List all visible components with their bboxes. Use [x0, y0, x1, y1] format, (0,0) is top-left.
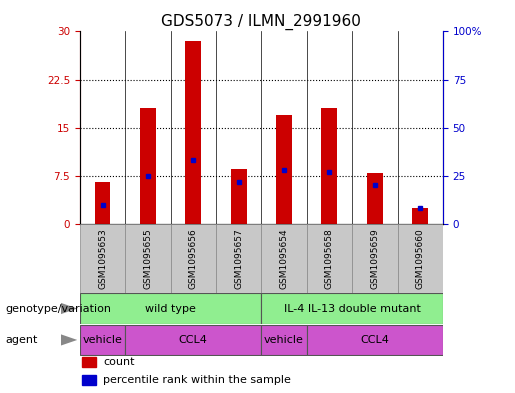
Bar: [82, 375, 96, 385]
Text: CCL4: CCL4: [179, 335, 208, 345]
Text: GSM1095659: GSM1095659: [370, 228, 380, 289]
Text: count: count: [104, 357, 135, 367]
Text: vehicle: vehicle: [82, 335, 123, 345]
Bar: [352, 224, 398, 293]
Bar: [321, 108, 337, 224]
Bar: [140, 108, 156, 224]
Bar: [80, 294, 261, 323]
Bar: [231, 169, 247, 224]
Text: GSM1095654: GSM1095654: [280, 228, 288, 289]
Text: vehicle: vehicle: [264, 335, 304, 345]
Text: genotype/variation: genotype/variation: [5, 303, 111, 314]
Text: CCL4: CCL4: [360, 335, 389, 345]
Text: percentile rank within the sample: percentile rank within the sample: [104, 375, 291, 385]
Text: wild type: wild type: [145, 303, 196, 314]
Bar: [413, 208, 428, 224]
Bar: [261, 224, 307, 293]
Title: GDS5073 / ILMN_2991960: GDS5073 / ILMN_2991960: [161, 14, 362, 30]
Text: GSM1095656: GSM1095656: [189, 228, 198, 289]
Text: IL-4 IL-13 double mutant: IL-4 IL-13 double mutant: [284, 303, 421, 314]
Polygon shape: [61, 303, 77, 314]
Bar: [95, 182, 110, 224]
Text: GSM1095658: GSM1095658: [325, 228, 334, 289]
Bar: [216, 224, 261, 293]
Text: agent: agent: [5, 335, 38, 345]
Bar: [261, 325, 307, 355]
Bar: [80, 325, 125, 355]
Bar: [307, 224, 352, 293]
Bar: [185, 41, 201, 224]
Bar: [261, 294, 443, 323]
Text: GSM1095657: GSM1095657: [234, 228, 243, 289]
Bar: [125, 224, 170, 293]
Polygon shape: [61, 334, 77, 345]
Bar: [398, 224, 443, 293]
Bar: [82, 357, 96, 367]
Text: GSM1095655: GSM1095655: [143, 228, 152, 289]
Bar: [125, 325, 261, 355]
Text: GSM1095653: GSM1095653: [98, 228, 107, 289]
Bar: [170, 224, 216, 293]
Bar: [80, 224, 125, 293]
Bar: [307, 325, 443, 355]
Bar: [367, 173, 383, 224]
Bar: [276, 115, 292, 224]
Text: GSM1095660: GSM1095660: [416, 228, 425, 289]
